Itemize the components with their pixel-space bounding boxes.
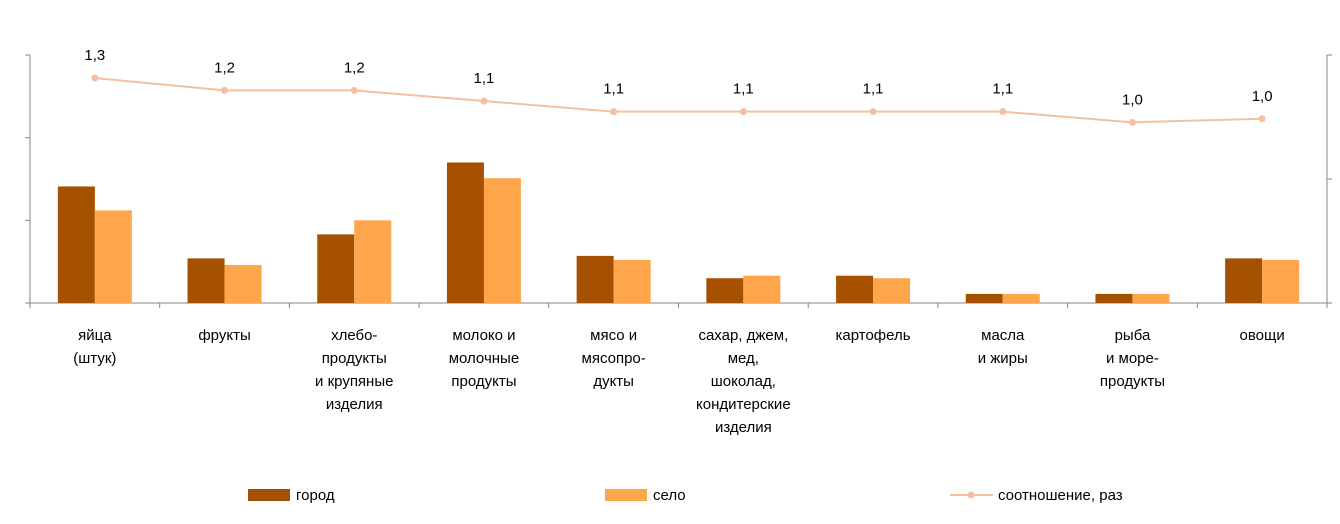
bar (836, 275, 874, 303)
data-label: 1,1 (992, 81, 1013, 98)
legend-label: село (653, 487, 686, 504)
x-tick-label: овощи (1239, 327, 1285, 344)
data-label: 1,3 (84, 47, 105, 64)
line-point (480, 97, 488, 105)
bar (706, 278, 744, 303)
bar (613, 260, 651, 303)
line-point (91, 74, 99, 82)
bar (446, 162, 484, 303)
data-label: 1,2 (214, 59, 235, 76)
x-tick-label: картофель (835, 327, 911, 344)
x-tick-label: мясо и мясопро- дукты (581, 327, 646, 390)
x-tick-label: рыба и море- продукты (1099, 327, 1165, 390)
x-tick-label: масла и жиры (977, 327, 1028, 367)
line-point (739, 108, 747, 116)
data-label: 1,1 (733, 81, 754, 98)
data-label: 1,0 (1122, 91, 1143, 108)
line-point (1128, 118, 1136, 126)
data-label: 1,0 (1252, 88, 1273, 105)
bar (57, 186, 95, 303)
bar (873, 278, 911, 303)
line-point (610, 108, 618, 116)
bar (187, 258, 225, 303)
line (94, 77, 1263, 124)
x-tick-label: хлебо- продукты и крупяные изделия (315, 327, 394, 413)
bar (483, 178, 521, 303)
x-tick-label: фрукты (198, 327, 251, 344)
bar (965, 293, 1003, 303)
bar (576, 255, 614, 303)
bar (354, 220, 392, 303)
line-point (1258, 115, 1266, 123)
bar (743, 275, 781, 303)
line-point (869, 108, 877, 116)
bar (1132, 293, 1170, 303)
legend-label: соотношение, раз (998, 487, 1123, 504)
x-tick-label: яйца (штук) (73, 327, 117, 367)
bar (1095, 293, 1133, 303)
legend-label: город (296, 487, 335, 504)
legend-swatch (967, 491, 975, 499)
bar (1262, 260, 1300, 303)
line-point (999, 108, 1007, 116)
bar (1225, 258, 1263, 303)
x-tick-label: молоко и молочные продукты (448, 327, 520, 390)
bar (317, 234, 355, 303)
bar (1002, 293, 1040, 303)
x-tick-label: сахар, джем, мед, шоколад, кондитерские … (696, 327, 791, 436)
bar (94, 210, 132, 303)
line-point (221, 86, 229, 94)
data-label: 1,1 (603, 81, 624, 98)
legend-swatch (248, 489, 290, 501)
bar (224, 264, 262, 303)
data-label: 1,1 (474, 70, 495, 87)
data-label: 1,2 (344, 59, 365, 76)
line-point (350, 86, 358, 94)
data-label: 1,1 (863, 81, 884, 98)
legend-swatch (605, 489, 647, 501)
